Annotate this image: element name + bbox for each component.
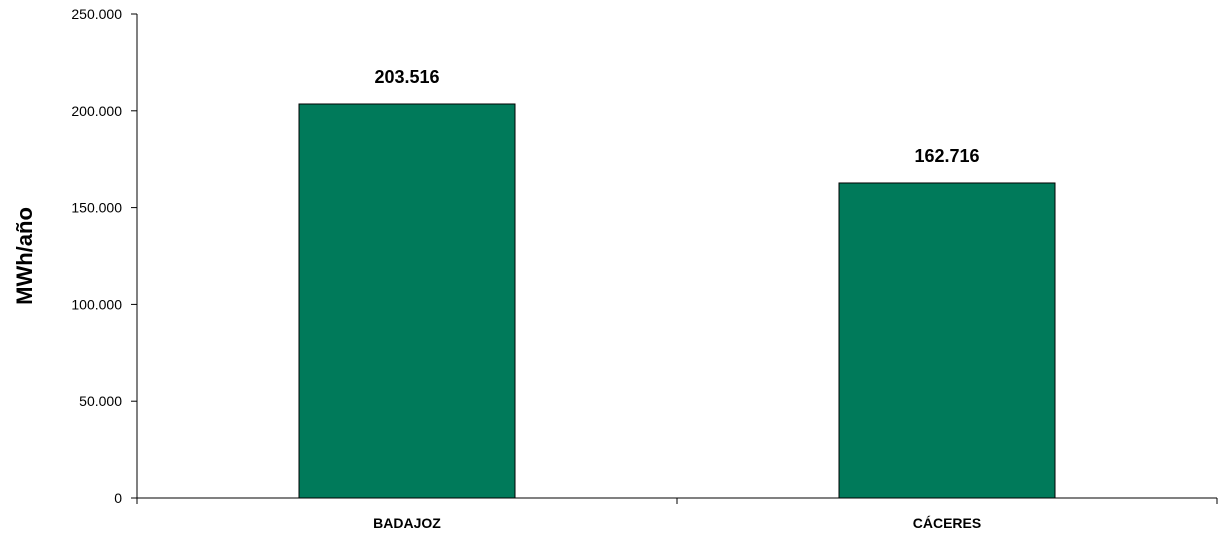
y-tick-label: 100.000 [71,296,122,312]
axes: 0 50.000 100.000 150.000 200.000 250.000 MWh/a… [12,6,1218,506]
x-tick-label: CÁCERES [913,515,981,531]
data-label: 203.516 [374,67,439,87]
bars [298,103,1056,499]
y-tick-label: 150.000 [71,200,122,216]
y-tick-label: 0 [114,490,122,506]
y-tick-label: 200.000 [71,103,122,119]
labels: 203.516 BADAJOZ 162.716 CÁCERES [373,67,981,531]
data-label: 162.716 [914,146,979,166]
y-axis-title: MWh/año [12,207,37,305]
x-tick-label: BADAJOZ [373,515,441,531]
bar-cáceres [838,182,1056,499]
y-tick-label: 50.000 [79,393,122,409]
y-tick-label: 250.000 [71,6,122,22]
bar-badajoz [298,103,516,499]
